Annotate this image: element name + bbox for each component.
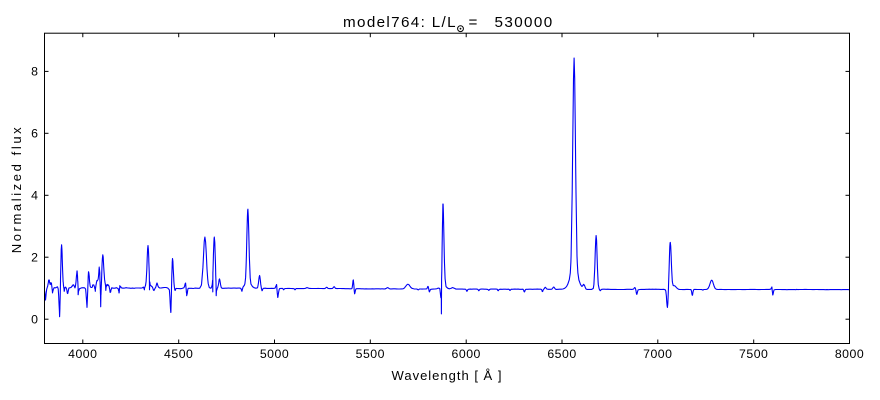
svg-text:4: 4 — [31, 189, 38, 203]
svg-text:=: = — [469, 14, 479, 31]
svg-text:530000: 530000 — [495, 14, 554, 31]
svg-text:5500: 5500 — [356, 347, 385, 361]
svg-text:4500: 4500 — [164, 347, 193, 361]
svg-text:2: 2 — [31, 251, 38, 265]
svg-text:8: 8 — [31, 65, 38, 79]
svg-text:6000: 6000 — [452, 347, 481, 361]
svg-text:Wavelength [ Å ]: Wavelength [ Å ] — [392, 368, 503, 383]
svg-text:7500: 7500 — [739, 347, 768, 361]
svg-text:0: 0 — [31, 313, 38, 327]
svg-text:4000: 4000 — [68, 347, 97, 361]
svg-text:8000: 8000 — [835, 347, 864, 361]
svg-text:Normalized flux: Normalized flux — [9, 125, 24, 254]
svg-text:6500: 6500 — [547, 347, 576, 361]
svg-text:model764: L/L: model764: L/L — [343, 14, 457, 31]
svg-text:5000: 5000 — [260, 347, 289, 361]
svg-text:7000: 7000 — [643, 347, 672, 361]
svg-text:6: 6 — [31, 127, 38, 141]
